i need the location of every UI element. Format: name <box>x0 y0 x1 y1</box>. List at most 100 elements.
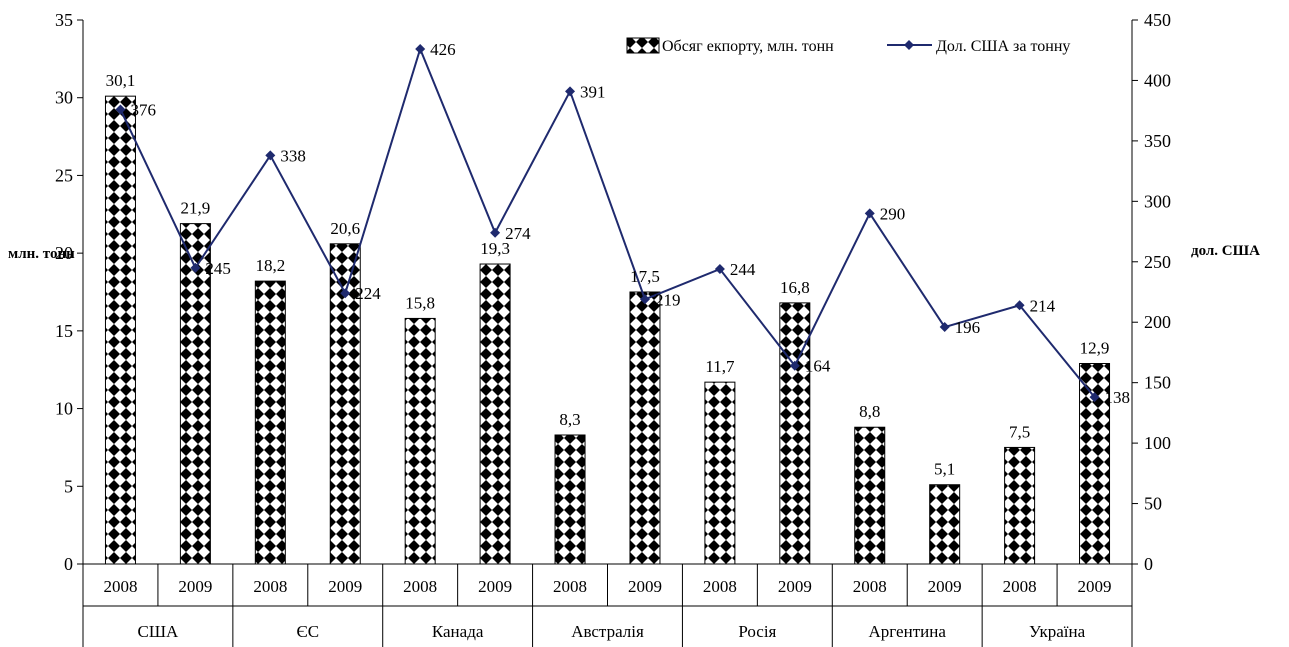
legend-line-marker <box>904 40 914 50</box>
year-label: 2008 <box>253 577 287 596</box>
group-label: ЄС <box>297 622 320 641</box>
bar-value-label: 8,8 <box>859 402 880 421</box>
bar-value-label: 11,7 <box>705 357 735 376</box>
export-bar <box>404 317 436 565</box>
export-bar <box>779 302 811 565</box>
export-bar <box>929 484 961 565</box>
group-label: Канада <box>432 622 484 641</box>
year-label: 2009 <box>1078 577 1112 596</box>
export-bar <box>704 381 736 565</box>
y2-tick-label: 200 <box>1144 312 1171 332</box>
y-tick-label: 25 <box>55 165 73 185</box>
y-axis-title: млн. тонн <box>8 246 75 262</box>
y2-tick-label: 0 <box>1144 554 1153 574</box>
price-marker <box>415 44 426 55</box>
bar-value-label: 7,5 <box>1009 422 1030 441</box>
price-value-label: 391 <box>580 82 606 101</box>
legend-bar-swatch <box>626 37 660 54</box>
y2-tick-label: 300 <box>1144 191 1171 211</box>
data-labels: 30,1 21,9 18,2 20,6 15,8 19,3 8,3 17,5 11,7 16,8 8… <box>106 40 1130 479</box>
y2-tick-label: 350 <box>1144 131 1171 151</box>
year-label: 2009 <box>928 577 962 596</box>
price-marker <box>714 264 725 275</box>
price-marker <box>1089 392 1100 403</box>
price-marker <box>864 208 875 219</box>
legend-bar-label: Обсяг екпорту, млн. тонн <box>662 38 834 55</box>
price-marker <box>490 227 501 238</box>
year-label: 2008 <box>553 577 587 596</box>
price-value-label: 245 <box>205 259 231 278</box>
price-value-label: 426 <box>430 40 456 59</box>
bar-value-label: 8,3 <box>559 410 580 429</box>
bar-value-label: 16,8 <box>780 278 810 297</box>
price-value-label: 214 <box>1030 296 1056 315</box>
price-value-label: 164 <box>805 357 831 376</box>
year-label: 2009 <box>328 577 362 596</box>
export-bar <box>629 291 661 565</box>
price-marker <box>115 104 126 115</box>
bar-value-label: 18,2 <box>255 256 285 275</box>
group-label: Австралія <box>571 622 644 641</box>
category-axis: 2008 2009 2008 2009 2008 2009 2008 2009 2008 2009… <box>82 564 1133 647</box>
y-tick-label: 35 <box>55 10 73 30</box>
year-label: 2009 <box>478 577 512 596</box>
export-bar <box>179 223 211 565</box>
year-label: 2008 <box>103 577 137 596</box>
price-value-label: 219 <box>655 290 681 309</box>
group-label: США <box>138 622 179 641</box>
price-value-label: 274 <box>505 224 531 243</box>
y-tick-label: 20 <box>55 243 73 263</box>
price-marker <box>340 288 351 299</box>
year-label: 2008 <box>1003 577 1037 596</box>
export-bar <box>479 263 511 565</box>
bar-value-label: 20,6 <box>330 219 360 238</box>
y-tick-label: 10 <box>55 399 73 419</box>
bar-value-label: 15,8 <box>405 293 435 312</box>
group-label: Аргентина <box>869 622 947 641</box>
price-value-label: 376 <box>130 100 156 119</box>
y2-tick-label: 150 <box>1144 373 1171 393</box>
bar-value-label: 21,9 <box>181 199 211 218</box>
price-value-label: 244 <box>730 260 756 279</box>
price-value-label: 338 <box>280 146 306 165</box>
bar-value-label: 5,1 <box>934 460 955 479</box>
year-label: 2009 <box>178 577 212 596</box>
export-bar <box>254 280 286 565</box>
bar-value-label: 19,3 <box>480 239 510 258</box>
year-label: 2008 <box>853 577 887 596</box>
y-tick-label: 5 <box>64 476 73 496</box>
price-marker <box>789 360 800 371</box>
y2-tick-label: 250 <box>1144 252 1171 272</box>
year-label: 2009 <box>778 577 812 596</box>
bar-value-label: 12,9 <box>1080 338 1110 357</box>
price-marker <box>939 322 950 333</box>
axes: 0510152025303505010015020025030035040045… <box>55 10 1171 574</box>
year-label: 2008 <box>403 577 437 596</box>
year-label: 2009 <box>628 577 662 596</box>
price-value-label: 290 <box>880 204 906 223</box>
price-line <box>115 44 1100 403</box>
export-bar <box>554 434 586 565</box>
legend-line-label: Дол. США за тонну <box>936 38 1070 55</box>
y2-tick-label: 100 <box>1144 433 1171 453</box>
legend: Обсяг екпорту, млн. тонн Дол. США за тон… <box>626 37 1070 55</box>
price-value-label: 196 <box>955 318 981 337</box>
price-marker <box>565 86 576 97</box>
export-bar <box>104 95 136 565</box>
price-marker <box>639 294 650 305</box>
price-value-label: 224 <box>355 284 381 303</box>
y-tick-label: 30 <box>55 88 73 108</box>
y2-tick-label: 450 <box>1144 10 1171 30</box>
price-marker <box>265 150 276 161</box>
y2-tick-label: 400 <box>1144 70 1171 90</box>
group-label: Україна <box>1029 622 1086 641</box>
price-polyline <box>119 46 1096 398</box>
y2-axis-title: дол. США <box>1191 243 1260 259</box>
year-label: 2008 <box>703 577 737 596</box>
price-marker <box>1014 300 1025 311</box>
bar-value-label: 17,5 <box>630 267 660 286</box>
y-tick-label: 15 <box>55 321 73 341</box>
price-marker <box>190 262 201 273</box>
y-tick-label: 0 <box>64 554 73 574</box>
